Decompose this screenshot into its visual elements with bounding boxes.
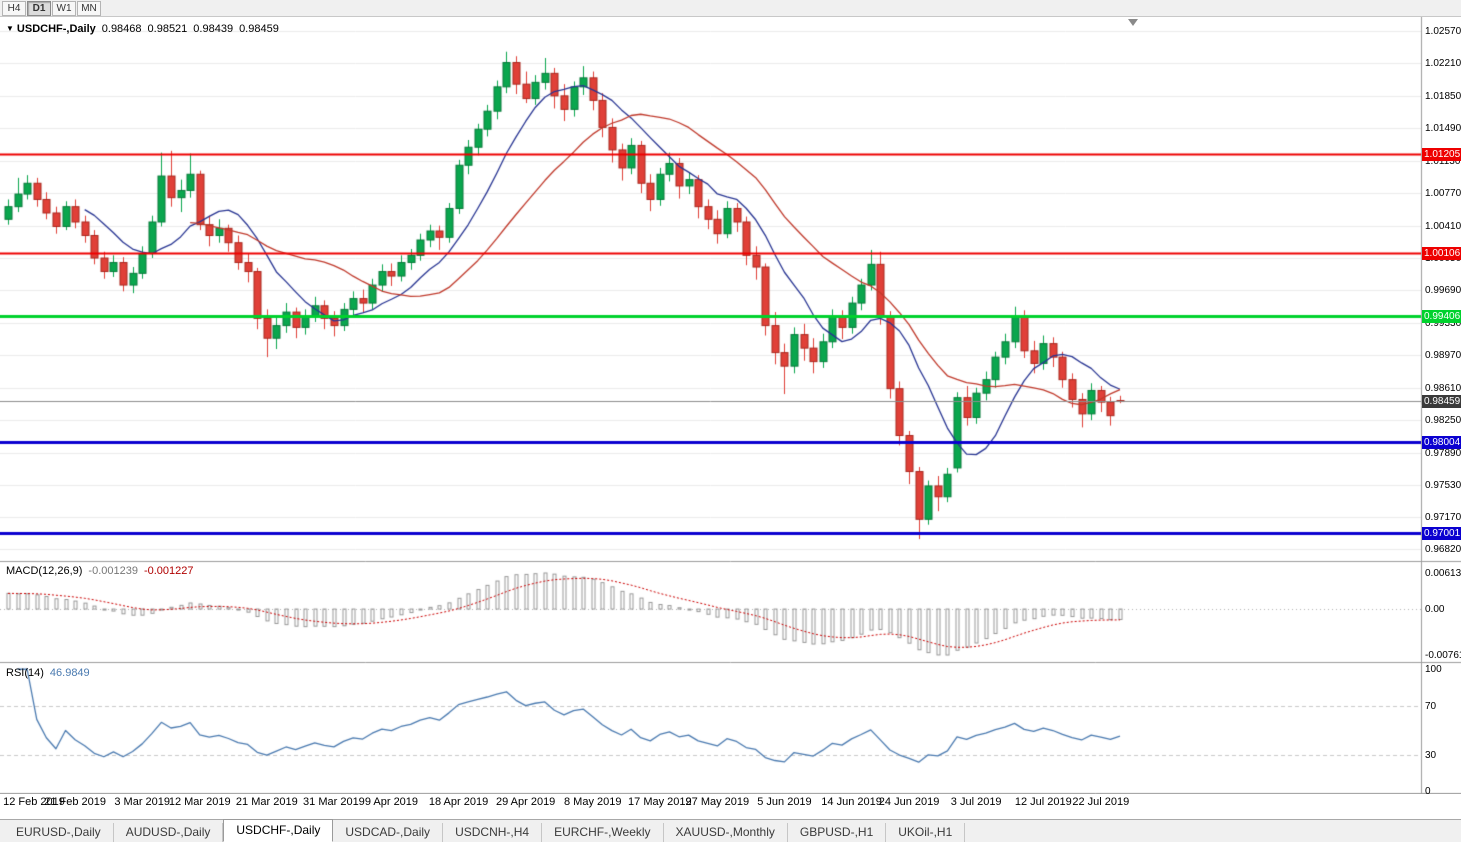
date-label: 22 Jul 2019 xyxy=(1072,796,1130,808)
price-tick-0.98610: 0.98610 xyxy=(1425,382,1461,394)
chart-tab-usdcnh-h4[interactable]: USDCNH-,H4 xyxy=(443,823,543,842)
rsi-label: RSI(14) 46.9849 xyxy=(6,667,90,679)
macd-tick-min: -0.00761 xyxy=(1425,650,1461,661)
price-tick-0.98250: 0.98250 xyxy=(1425,415,1461,427)
date-label: 3 Jul 2019 xyxy=(950,796,1002,808)
chart-tab-gbpusd-h1[interactable]: GBPUSD-,H1 xyxy=(788,823,887,842)
timeframe-button-mn[interactable]: MN xyxy=(77,0,101,16)
chart-tab-xauusd-monthly[interactable]: XAUUSD-,Monthly xyxy=(664,823,788,842)
date-label: 27 May 2019 xyxy=(685,796,750,808)
level-badge-1.01205: 1.01205 xyxy=(1422,147,1461,161)
macd-tick-max: 0.00613 xyxy=(1425,568,1461,579)
symbol-dropdown-icon[interactable]: ▼ xyxy=(6,24,14,33)
date-label: 3 Mar 2019 xyxy=(114,796,171,808)
level-badge-0.98004: 0.98004 xyxy=(1422,436,1461,450)
chart-tab-eurchf-weekly[interactable]: EURCHF-,Weekly xyxy=(542,823,664,842)
rsi-tick-30: 30 xyxy=(1425,750,1437,761)
level-badge-1.00106: 1.00106 xyxy=(1422,246,1461,260)
macd-value-signal: -0.001227 xyxy=(143,565,194,577)
date-label: 8 May 2019 xyxy=(563,796,622,808)
chart-shift-marker xyxy=(1128,19,1138,26)
price-tick-0.99330: 0.99330 xyxy=(1425,317,1461,329)
timeframe-button-h4[interactable]: H4 xyxy=(2,0,26,16)
rsi-tick-100: 100 xyxy=(1425,664,1442,676)
price-tick-0.98970: 0.98970 xyxy=(1425,350,1461,362)
price-tick-0.97170: 0.97170 xyxy=(1425,512,1461,524)
date-label: 31 Mar 2019 xyxy=(303,796,365,808)
chart-tabs: EURUSD-,Daily AUDUSD-,Daily USDCHF-,Daily U… xyxy=(0,819,1461,842)
date-label: 24 Jun 2019 xyxy=(878,796,940,808)
date-label: 12 Feb 2019 xyxy=(3,796,65,808)
chart-tab-eurusd-daily[interactable]: EURUSD-,Daily xyxy=(4,823,114,842)
date-label: 9 Apr 2019 xyxy=(364,796,419,808)
price-tick-1.01490: 1.01490 xyxy=(1425,123,1461,135)
timeframe-button-w1[interactable]: W1 xyxy=(52,0,76,16)
date-label: 29 Apr 2019 xyxy=(495,796,556,808)
chart-area[interactable]: ▼ USDCHF-,Daily 0.98468 0.98521 0.98439 0.984… xyxy=(0,17,1461,808)
price-tick-0.97890: 0.97890 xyxy=(1425,447,1461,459)
ohlc-high: 0.98521 xyxy=(147,23,188,35)
price-tick-0.96820: 0.96820 xyxy=(1425,544,1461,556)
chart-canvas[interactable] xyxy=(0,17,1461,794)
price-tick-1.02210: 1.02210 xyxy=(1425,58,1461,70)
date-label: 21 Mar 2019 xyxy=(235,796,298,808)
rsi-value: 46.9849 xyxy=(49,667,90,679)
current-price-badge: 0.98459 xyxy=(1422,395,1461,409)
symbol-label: USDCHF-,Daily xyxy=(16,23,96,35)
date-label: 14 Jun 2019 xyxy=(821,796,882,808)
date-label: 21 Feb 2019 xyxy=(44,796,106,808)
macd-title-text: MACD(12,26,9) xyxy=(6,565,83,577)
chart-title: ▼ USDCHF-,Daily 0.98468 0.98521 0.98439 0.984… xyxy=(6,23,279,35)
chart-tab-usdchf-daily[interactable]: USDCHF-,Daily xyxy=(223,819,334,842)
price-tick-1.01130: 1.01130 xyxy=(1425,155,1461,167)
rsi-tick-70: 70 xyxy=(1425,701,1437,712)
ohlc-low: 0.98439 xyxy=(193,23,234,35)
price-tick-1.00410: 1.00410 xyxy=(1425,220,1461,232)
rsi-tick-0: 0 xyxy=(1425,785,1431,797)
price-tick-0.97530: 0.97530 xyxy=(1425,480,1461,492)
rsi-title-text: RSI(14) xyxy=(6,667,44,679)
level-badge-0.97001: 0.97001 xyxy=(1422,526,1461,540)
chart-tab-ukoil-h1[interactable]: UKOil-,H1 xyxy=(886,823,966,842)
chart-tab-usdcad-daily[interactable]: USDCAD-,Daily xyxy=(333,823,444,842)
date-label: 17 May 2019 xyxy=(628,796,692,808)
ohlc-close: 0.98459 xyxy=(239,23,279,35)
macd-tick-zero: 0.00 xyxy=(1425,604,1445,616)
ohlc-open: 0.98468 xyxy=(101,23,142,35)
timeframe-toolbar: H4 D1 W1 MN xyxy=(0,0,1461,17)
price-tick-1.00770: 1.00770 xyxy=(1425,188,1461,200)
price-tick-0.99690: 0.99690 xyxy=(1425,285,1461,297)
price-tick-1.01850: 1.01850 xyxy=(1425,90,1461,102)
date-label: 5 Jun 2019 xyxy=(757,796,812,808)
timeframe-button-d1[interactable]: D1 xyxy=(27,0,51,16)
date-label: 12 Jul 2019 xyxy=(1014,796,1072,808)
macd-value-main: -0.001239 xyxy=(88,565,138,577)
price-tick-1.02570: 1.02570 xyxy=(1425,26,1461,37)
date-label: 18 Apr 2019 xyxy=(428,796,489,808)
level-badge-0.99406: 0.99406 xyxy=(1422,310,1461,324)
date-label: 12 Mar 2019 xyxy=(168,796,231,808)
chart-tab-audusd-daily[interactable]: AUDUSD-,Daily xyxy=(114,823,224,842)
macd-label: MACD(12,26,9) -0.001239 -0.001227 xyxy=(6,565,194,577)
